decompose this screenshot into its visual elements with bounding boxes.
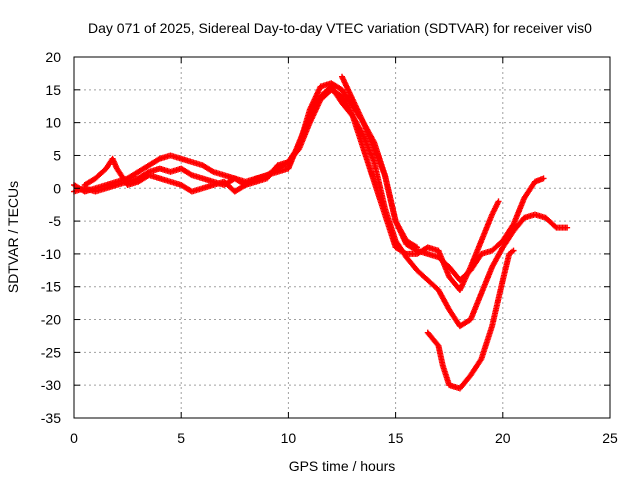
series-1 [71, 86, 502, 294]
y-tick-label: -35 [41, 410, 61, 426]
y-tick-label: 20 [45, 49, 61, 65]
grid-lines [74, 57, 610, 418]
y-tick-label: 5 [53, 147, 61, 163]
x-axis-title: GPS time / hours [289, 458, 396, 474]
series-5 [424, 247, 517, 392]
x-tick-label: 5 [177, 430, 185, 446]
y-tick-label: 15 [45, 82, 61, 98]
plot-frame [73, 56, 611, 419]
y-tick-label: -10 [41, 246, 61, 262]
y-tick-label: -5 [49, 213, 62, 229]
data-point [414, 244, 421, 251]
y-tick-label: 10 [45, 115, 61, 131]
axis-ticks: 0 5 10 15 20 25 20 15 10 5 0 -5 -10 -15 -20 -25 -30 -35 [41, 49, 618, 446]
y-axis-title: SDTVAR / TECUs [5, 181, 21, 293]
x-tick-label: 20 [495, 430, 511, 446]
y-tick-label: -25 [41, 344, 61, 360]
x-tick-label: 0 [70, 430, 78, 446]
data-point [495, 198, 502, 205]
x-tick-label: 25 [602, 430, 618, 446]
data-points [71, 73, 571, 392]
data-point [564, 224, 571, 231]
y-tick-label: -30 [41, 377, 61, 393]
y-tick-label: -20 [41, 312, 61, 328]
data-point [510, 247, 517, 254]
chart-title: Day 071 of 2025, Sidereal Day-to-day VTE… [88, 20, 592, 36]
data-point [552, 223, 559, 230]
x-tick-label: 10 [281, 430, 297, 446]
series-4 [339, 73, 421, 251]
series-3 [81, 80, 547, 284]
x-tick-label: 15 [388, 430, 404, 446]
y-tick-label: -15 [41, 279, 61, 295]
y-tick-label: 0 [53, 180, 61, 196]
data-point [540, 175, 547, 182]
